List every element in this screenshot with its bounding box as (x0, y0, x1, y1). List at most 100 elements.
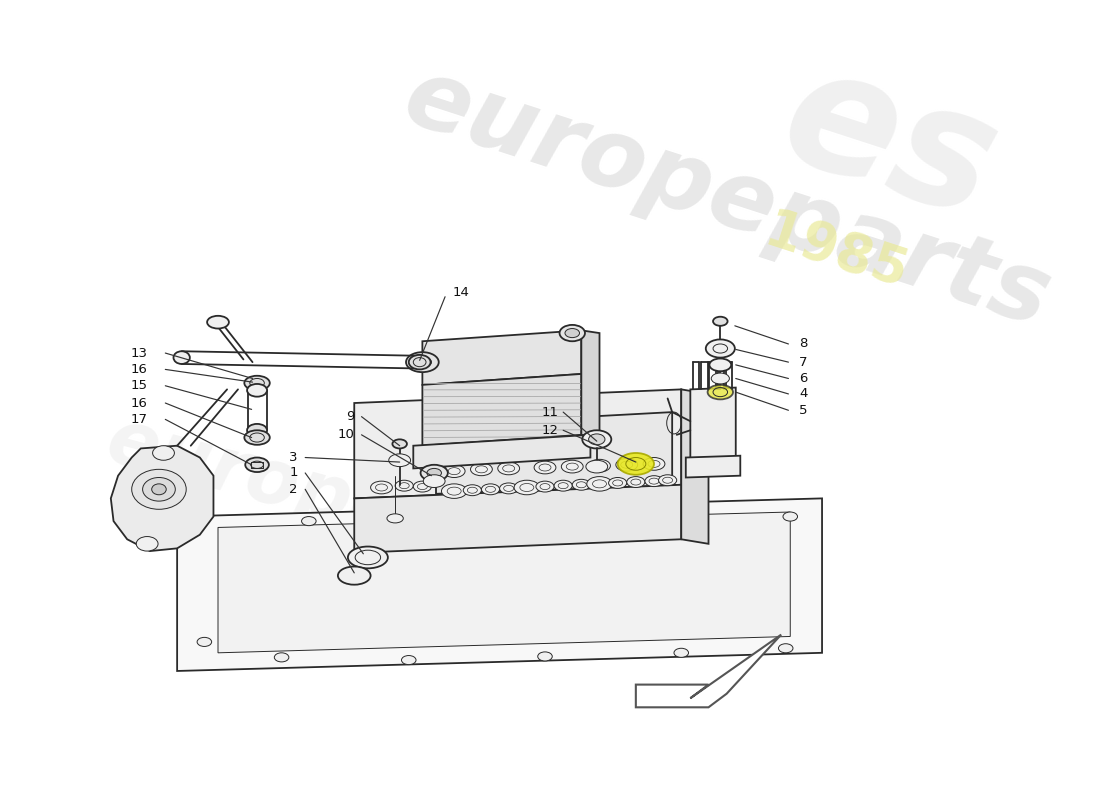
Ellipse shape (565, 329, 580, 338)
Ellipse shape (645, 476, 663, 486)
Text: 6: 6 (800, 372, 807, 385)
Ellipse shape (471, 463, 493, 476)
Ellipse shape (572, 479, 591, 490)
Ellipse shape (499, 483, 518, 494)
Ellipse shape (274, 653, 289, 662)
Ellipse shape (608, 478, 627, 489)
Polygon shape (218, 512, 790, 653)
Ellipse shape (588, 434, 605, 445)
Ellipse shape (248, 384, 267, 397)
Ellipse shape (659, 474, 676, 486)
Ellipse shape (153, 446, 175, 460)
Ellipse shape (132, 470, 186, 510)
Ellipse shape (535, 461, 556, 474)
Text: 11: 11 (541, 406, 559, 418)
Ellipse shape (441, 484, 466, 498)
Ellipse shape (498, 462, 519, 474)
Text: 7: 7 (800, 356, 807, 369)
Text: a passion since 1985: a passion since 1985 (262, 601, 556, 669)
Ellipse shape (143, 478, 175, 501)
Polygon shape (177, 498, 822, 671)
Ellipse shape (514, 480, 540, 494)
Text: 16: 16 (130, 363, 147, 376)
Ellipse shape (616, 458, 638, 471)
Ellipse shape (387, 514, 404, 523)
Ellipse shape (414, 481, 431, 492)
Ellipse shape (388, 454, 410, 466)
Text: 1: 1 (289, 466, 298, 479)
Ellipse shape (301, 517, 316, 526)
Text: 13: 13 (130, 346, 147, 359)
Text: 9: 9 (345, 410, 354, 423)
Text: 1985: 1985 (758, 206, 913, 301)
Text: 15: 15 (130, 379, 147, 392)
Polygon shape (354, 390, 681, 498)
Ellipse shape (710, 358, 732, 371)
Ellipse shape (248, 424, 267, 437)
Ellipse shape (674, 648, 689, 658)
Polygon shape (436, 412, 672, 494)
Ellipse shape (174, 351, 190, 364)
Ellipse shape (245, 458, 268, 472)
Ellipse shape (783, 512, 798, 521)
Ellipse shape (152, 484, 166, 494)
Text: 10: 10 (338, 428, 354, 442)
Ellipse shape (561, 460, 583, 473)
Polygon shape (691, 387, 736, 460)
Ellipse shape (197, 638, 211, 646)
Ellipse shape (536, 481, 554, 492)
Polygon shape (414, 435, 591, 469)
Ellipse shape (207, 316, 229, 329)
Ellipse shape (713, 317, 727, 326)
Ellipse shape (586, 477, 613, 491)
Text: 14: 14 (452, 286, 470, 298)
Polygon shape (354, 485, 681, 553)
Ellipse shape (707, 385, 733, 399)
Ellipse shape (395, 480, 414, 491)
Text: 16: 16 (130, 397, 147, 410)
Text: es: es (764, 34, 1016, 254)
Ellipse shape (443, 465, 465, 478)
Ellipse shape (188, 523, 202, 532)
Ellipse shape (627, 477, 645, 487)
Text: 12: 12 (541, 424, 559, 437)
Polygon shape (111, 446, 213, 551)
Text: 8: 8 (800, 338, 807, 350)
Polygon shape (422, 330, 581, 385)
Ellipse shape (414, 357, 431, 367)
Ellipse shape (554, 480, 572, 491)
Ellipse shape (338, 566, 371, 585)
Ellipse shape (586, 460, 607, 473)
Ellipse shape (244, 430, 270, 445)
Text: 5: 5 (800, 404, 807, 417)
Ellipse shape (463, 485, 482, 496)
Ellipse shape (560, 325, 585, 342)
Text: 3: 3 (289, 451, 298, 464)
Ellipse shape (538, 652, 552, 661)
Ellipse shape (618, 453, 654, 474)
Ellipse shape (371, 481, 393, 494)
Ellipse shape (779, 644, 793, 653)
Ellipse shape (582, 430, 612, 449)
Text: europeparts: europeparts (99, 403, 628, 611)
Ellipse shape (402, 655, 416, 665)
Polygon shape (685, 456, 740, 478)
Ellipse shape (406, 352, 439, 372)
Ellipse shape (409, 355, 430, 370)
Text: 4: 4 (800, 387, 807, 401)
Ellipse shape (424, 474, 446, 487)
Polygon shape (581, 330, 600, 439)
Polygon shape (422, 374, 581, 446)
Text: 2: 2 (289, 483, 298, 496)
Ellipse shape (588, 459, 610, 472)
Ellipse shape (706, 339, 735, 358)
Text: 17: 17 (130, 413, 147, 426)
Text: europeparts: europeparts (392, 50, 1062, 347)
Ellipse shape (482, 484, 499, 494)
Ellipse shape (644, 458, 664, 470)
Ellipse shape (348, 546, 388, 568)
Ellipse shape (427, 469, 441, 478)
Ellipse shape (438, 512, 452, 521)
Ellipse shape (244, 376, 270, 390)
Ellipse shape (420, 465, 448, 481)
